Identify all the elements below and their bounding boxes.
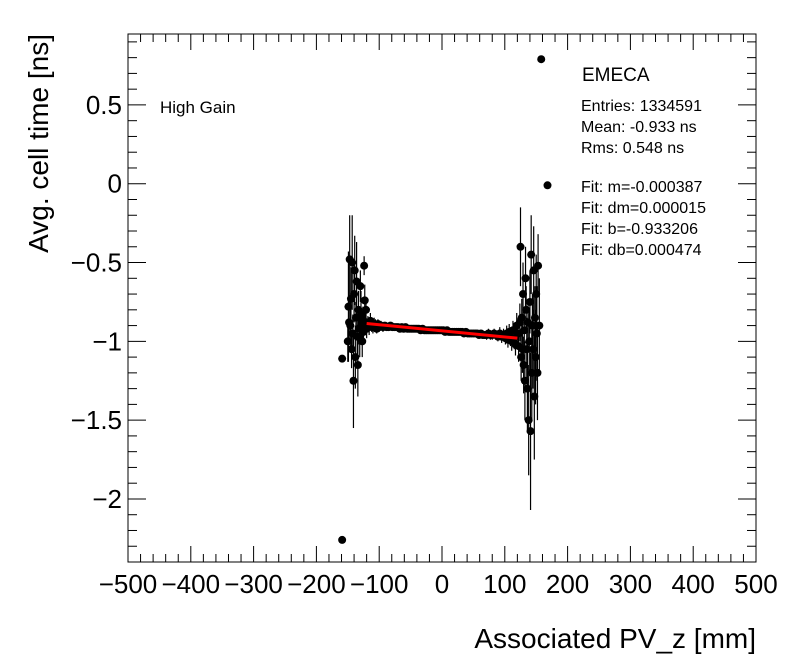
x-axis-title: Associated PV_z [mm] [474,623,756,654]
point-marker [531,353,540,362]
stat-mean: Mean: -0.933 ns [581,119,697,136]
point-marker [543,181,552,190]
y-tick-label: −1.5 [71,405,122,435]
data-point [535,278,544,373]
data-point [543,181,552,190]
point-marker [534,261,543,270]
x-tick-label: 500 [734,569,777,599]
tick-labels: −500 −400 −300 −200 −100 0 100 200 300 400 500 0.5 0… [71,90,778,599]
x-tick-label: 400 [672,569,715,599]
stat-fit-m: Fit: m=-0.000387 [581,179,703,196]
point-marker [535,321,544,330]
x-tick-label: −100 [350,569,409,599]
axis-ticks [127,34,757,563]
data-point [356,270,365,302]
x-tick-label: −300 [224,569,283,599]
data-point [534,234,543,298]
x-tick-label: −400 [162,569,221,599]
point-marker [338,354,347,363]
point-marker [347,345,356,354]
y-tick-label: −1 [92,326,122,356]
stat-fit-db: Fit: db=0.000474 [581,242,702,259]
point-marker [537,55,546,64]
x-tick-label: −500 [99,569,158,599]
x-tick-label: 300 [609,569,652,599]
point-marker [519,360,528,369]
data-series [338,55,552,544]
point-marker [350,266,359,275]
y-axis-title: Avg. cell time [ns] [23,34,54,253]
point-marker [521,274,530,283]
annotation-high-gain: High Gain [160,98,236,117]
data-point [526,352,535,510]
x-tick-label: 0 [435,569,449,599]
x-tick-label: 100 [483,569,526,599]
point-marker [516,242,525,251]
stat-fit-b: Fit: b=-0.933206 [581,221,698,238]
data-point [353,333,362,397]
y-tick-label: 0 [108,169,122,199]
fit-line [366,322,518,340]
data-point [362,300,371,320]
data-point [338,354,347,363]
y-tick-label: 0.5 [86,90,122,120]
panel-title: EMECA [582,65,650,86]
data-point [537,55,546,64]
x-tick-label: 200 [546,569,589,599]
x-tick-label: −200 [287,569,346,599]
point-marker [360,261,369,270]
data-point [516,207,525,287]
point-marker [356,282,365,291]
data-point [360,256,369,276]
data-point [338,535,347,544]
y-tick-label: −0.5 [71,248,122,278]
fit-line-group [366,322,518,340]
point-marker [353,360,362,369]
point-marker [362,305,371,314]
data-point [521,246,530,310]
point-marker [530,392,539,401]
point-marker [360,296,369,305]
point-marker [526,427,535,436]
point-marker [530,313,539,322]
point-marker [338,535,347,544]
point-marker [358,337,367,346]
stat-entries: Entries: 1334591 [581,98,702,115]
stat-rms: Rms: 0.548 ns [581,140,684,157]
point-marker [533,368,542,377]
y-tick-label: −2 [92,484,122,514]
stat-fit-dm: Fit: dm=0.000015 [581,200,706,217]
point-marker [523,384,532,393]
point-marker [349,376,358,385]
